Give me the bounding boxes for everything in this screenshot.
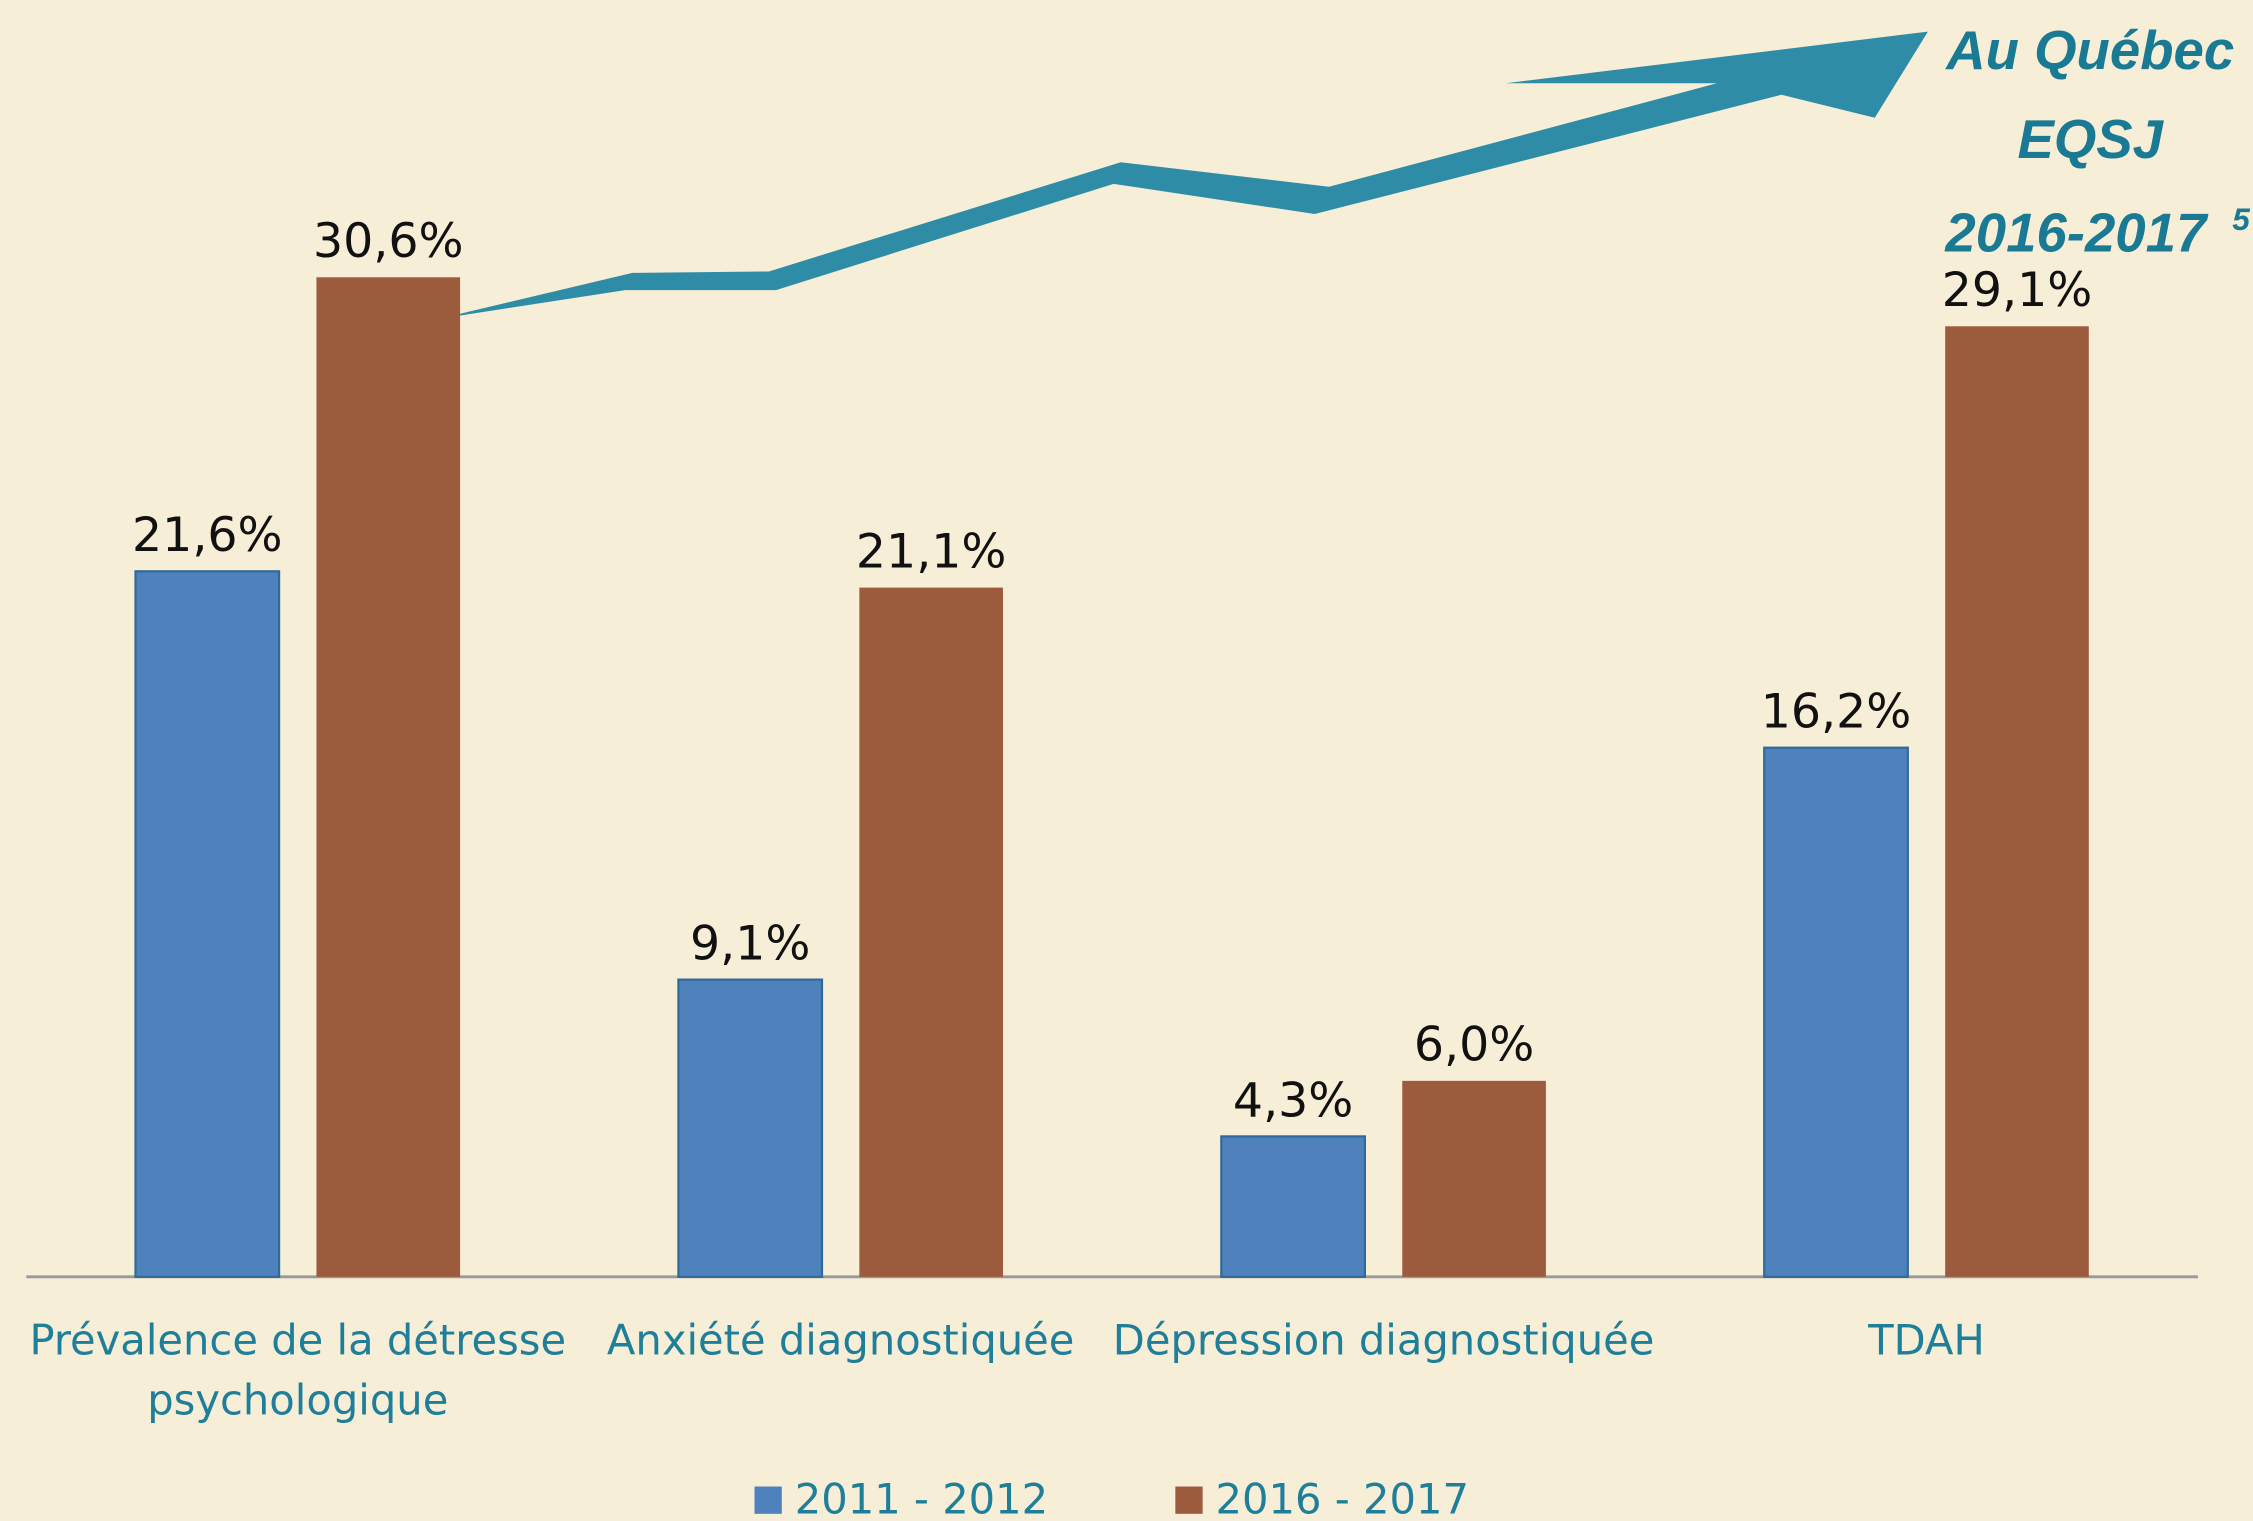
bar [135, 571, 279, 1277]
bar [1221, 1136, 1365, 1276]
annotation: Au Québec [1944, 20, 2234, 81]
page: Au Québec EQSJ 2016-2017 5 Prévalence de… [0, 0, 2253, 1521]
bar [316, 277, 460, 1277]
legend-swatch [755, 1487, 782, 1514]
data-label: 29,1% [1942, 263, 2093, 318]
x-tick-label-box: Dépression diagnostiquée [1111, 1310, 1657, 1454]
x-tick-label: Dépression diagnostiquée [1111, 1310, 1657, 1370]
annotation-superscript: 5 [2232, 201, 2250, 237]
legend-swatch [1175, 1487, 1202, 1514]
data-label: 9,1% [690, 916, 810, 971]
data-label: 16,2% [1761, 685, 1912, 740]
data-label: 4,3% [1233, 1073, 1353, 1128]
x-tick-label-box: Anxiété diagnostiquée [568, 1310, 1114, 1454]
annotation: EQSJ [2017, 109, 2164, 170]
data-label: 30,6% [313, 214, 464, 269]
legend-label: 2011 - 2012 [795, 1474, 1048, 1521]
annotation: 2016-2017 [1944, 202, 2209, 263]
bar [1402, 1081, 1546, 1277]
bar [859, 588, 1003, 1277]
bar [678, 980, 822, 1277]
x-tick-label-box: TDAH [1654, 1310, 2200, 1454]
bar [1764, 748, 1908, 1277]
data-label: 21,1% [856, 525, 1007, 580]
x-tick-label: Prévalence de la détresse psychologique [25, 1310, 571, 1431]
legend-label: 2016 - 2017 [1216, 1474, 1469, 1521]
x-tick-label: Anxiété diagnostiquée [568, 1310, 1114, 1370]
bar [1945, 326, 2089, 1277]
chart: Au Québec EQSJ 2016-2017 5 Prévalence de… [0, 0, 2253, 1521]
data-label: 21,6% [132, 508, 283, 563]
x-tick-label: TDAH [1654, 1310, 2200, 1370]
x-tick-label-box: Prévalence de la détresse psychologique [25, 1310, 571, 1454]
data-label: 6,0% [1414, 1018, 1534, 1073]
